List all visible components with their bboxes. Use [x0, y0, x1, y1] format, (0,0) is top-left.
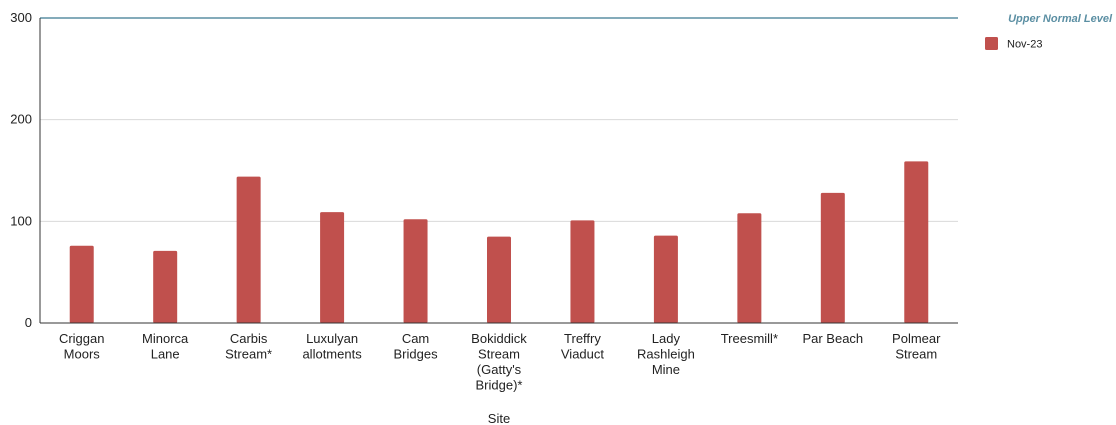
- bar: [153, 250, 178, 323]
- x-tick-label: Treesmill*: [721, 331, 778, 346]
- upper-normal-level-label: Upper Normal Level: [1008, 13, 1113, 25]
- x-tick-label: Lady Rashleigh Mine: [637, 331, 695, 377]
- x-tick-label-line: Stream: [895, 347, 937, 362]
- y-tick-label: 200: [10, 112, 32, 127]
- x-tick-label-line: Mine: [652, 362, 680, 377]
- x-tick-label-line: allotments: [302, 347, 362, 362]
- x-tick-label: Par Beach: [802, 331, 863, 346]
- x-tick-label: Luxulyan allotments: [302, 331, 362, 362]
- x-tick-label: Carbis Stream*: [225, 331, 272, 362]
- x-tick-label: Treffry Viaduct: [561, 331, 605, 362]
- x-tick-label-line: Bridge)*: [476, 378, 523, 393]
- x-tick-label: Minorca Lane: [142, 331, 189, 362]
- x-tick-label-line: Rashleigh: [637, 347, 695, 362]
- x-tick-label-line: Polmear: [892, 331, 941, 346]
- x-tick-label-line: Carbis: [230, 331, 268, 346]
- x-tick-label-line: Bokiddick: [471, 331, 527, 346]
- y-tick-label: 100: [10, 213, 32, 228]
- x-axis-title: Site: [488, 411, 510, 425]
- legend-label: Nov-23: [1007, 39, 1042, 51]
- x-tick-label-line: Cam: [402, 331, 429, 346]
- x-tick-label-line: Bridges: [394, 347, 439, 362]
- bar: [487, 236, 511, 323]
- x-tick-label: Criggan Moors: [59, 331, 105, 362]
- bar: [320, 212, 345, 323]
- bars: [69, 161, 929, 323]
- x-tick-label: Cam Bridges: [394, 331, 439, 362]
- x-tick-label-line: Treffry: [564, 331, 601, 346]
- x-tick-label-line: Treesmill*: [721, 331, 778, 346]
- bar: [653, 235, 678, 323]
- y-axis-ticks: 0 100 200 300: [10, 10, 32, 330]
- x-tick-label-line: Criggan: [59, 331, 105, 346]
- bar: [69, 245, 94, 323]
- x-axis-labels: Criggan Moors Minorca Lane Carbis Stream* Luxu…: [59, 331, 941, 393]
- x-tick-label-line: Moors: [64, 347, 101, 362]
- legend-swatch: [985, 37, 998, 50]
- y-tick-label: 0: [25, 315, 32, 330]
- x-tick-label-line: Stream*: [225, 347, 272, 362]
- x-tick-label-line: Lady: [652, 331, 681, 346]
- x-tick-label-line: Lane: [151, 347, 180, 362]
- axes: [39, 18, 958, 324]
- y-tick-label: 300: [10, 10, 32, 25]
- bar: [236, 176, 261, 323]
- x-tick-label-line: Par Beach: [802, 331, 863, 346]
- x-tick-label-line: Stream: [478, 347, 520, 362]
- gridlines: [40, 17, 958, 222]
- bar: [904, 161, 929, 323]
- bar: [820, 192, 845, 323]
- bar: [570, 220, 595, 323]
- x-tick-label-line: Minorca: [142, 331, 189, 346]
- x-tick-label: Polmear Stream: [892, 331, 941, 362]
- x-tick-label: Bokiddick Stream (Gatty's Bridge)*: [471, 331, 527, 393]
- x-tick-label-line: Luxulyan: [306, 331, 358, 346]
- legend: Nov-23: [985, 37, 1042, 51]
- bar: [737, 213, 762, 323]
- x-tick-label-line: Viaduct: [561, 347, 605, 362]
- x-tick-label-line: (Gatty's: [477, 362, 522, 377]
- reference-line-group: Upper Normal Level: [40, 13, 1113, 25]
- bar: [403, 219, 428, 323]
